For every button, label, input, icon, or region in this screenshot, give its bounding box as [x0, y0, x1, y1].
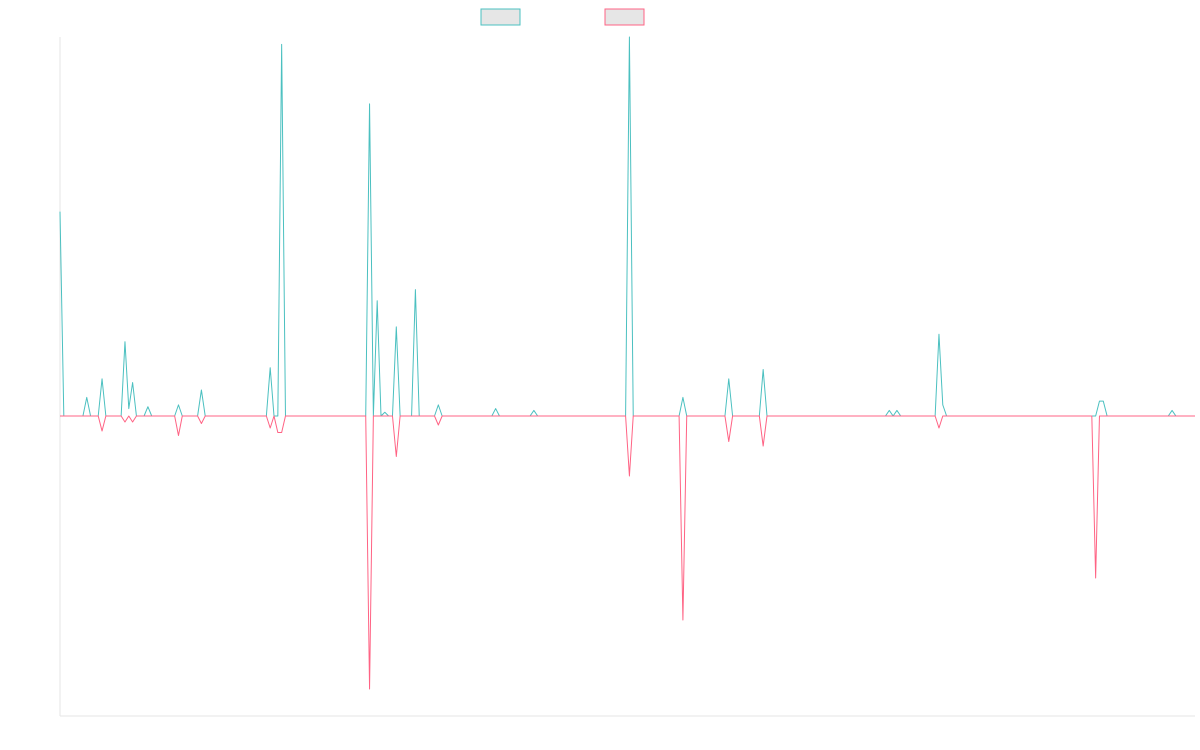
series-layer	[59, 36, 1195, 690]
legend[interactable]	[480, 8, 645, 26]
legend-swatch-2[interactable]	[604, 8, 645, 26]
axes	[59, 37, 1195, 717]
series-line-2[interactable]	[60, 415, 1195, 690]
legend-item-2[interactable]	[604, 8, 645, 26]
legend-item-1[interactable]	[480, 8, 521, 26]
series-line-1[interactable]	[59, 36, 1195, 417]
legend-swatch-1[interactable]	[480, 8, 521, 26]
